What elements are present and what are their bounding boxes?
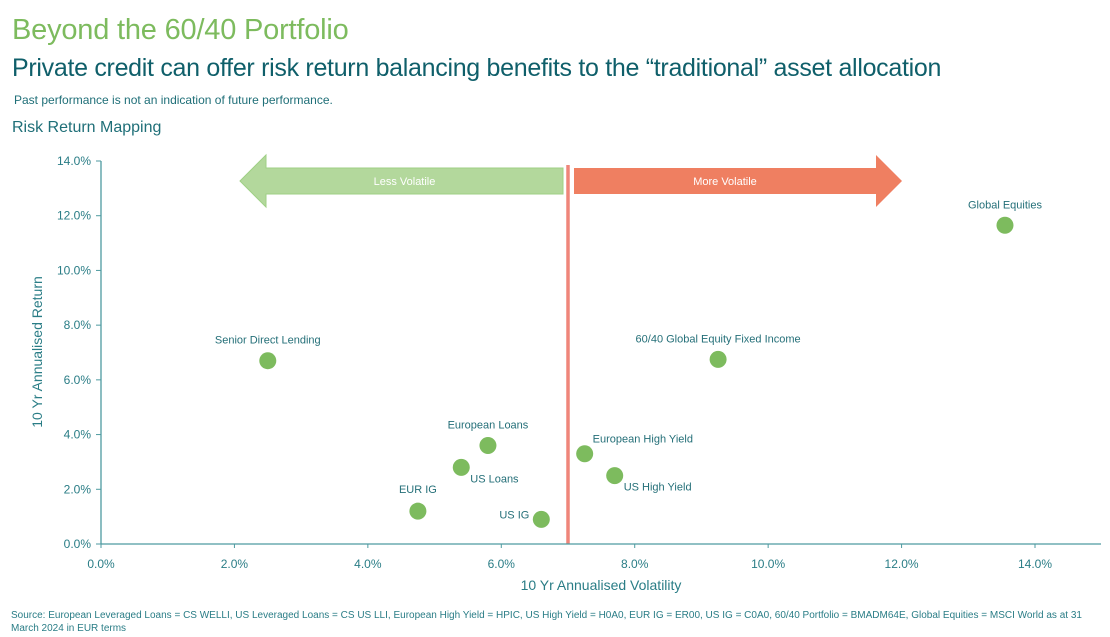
y-tick-label: 14.0% — [57, 154, 91, 168]
data-point: EUR IG — [399, 484, 437, 520]
x-tick-label: 10.0% — [751, 557, 785, 571]
source-note: Source: European Leveraged Loans = CS WE… — [11, 610, 1082, 634]
data-point-label: EUR IG — [399, 484, 437, 496]
y-tick-label: 10.0% — [57, 263, 91, 277]
data-point-label: US Loans — [470, 473, 519, 485]
x-tick-label: 4.0% — [354, 557, 382, 571]
x-tick-label: 14.0% — [1018, 557, 1052, 571]
data-point: European Loans — [448, 420, 529, 455]
chart-heading: Risk Return Mapping — [12, 119, 162, 136]
data-point-marker — [479, 437, 497, 455]
x-tick-label: 2.0% — [221, 557, 249, 571]
y-tick-label: 2.0% — [64, 482, 92, 496]
y-tick-label: 8.0% — [64, 318, 92, 332]
data-point-marker — [709, 350, 727, 368]
less-volatile-arrow — [239, 153, 564, 209]
data-point-label: 60/40 Global Equity Fixed Income — [636, 333, 801, 345]
more-volatile-label: More Volatile — [693, 176, 757, 188]
y-tick-label: 6.0% — [64, 373, 92, 387]
page-subtitle: Private credit can offer risk return bal… — [12, 54, 942, 82]
data-point-marker — [576, 445, 594, 463]
x-tick-label: 6.0% — [488, 557, 516, 571]
data-points: Senior Direct Lending EUR IG US Loans Europ… — [215, 199, 1042, 528]
data-point: US High Yield — [606, 467, 692, 494]
data-point: European High Yield — [576, 434, 693, 463]
disclaimer: Past performance is not an indication of… — [14, 93, 333, 107]
y-tick-label: 4.0% — [64, 428, 92, 442]
axes — [100, 161, 1101, 545]
data-point-marker — [606, 467, 624, 485]
data-point: US IG — [499, 509, 550, 528]
x-ticks: 0.0% 2.0% 4.0% 6.0% 8.0% 10.0% 12.0% 14.0% — [87, 544, 1052, 571]
data-point-label: US High Yield — [624, 482, 692, 494]
x-tick-label: 0.0% — [87, 557, 115, 571]
data-point-label: European High Yield — [593, 434, 693, 446]
x-axis-title: 10 Yr Annualised Volatility — [521, 577, 682, 593]
y-tick-label: 0.0% — [64, 537, 92, 551]
y-ticks: 0.0% 2.0% 4.0% 6.0% 8.0% 10.0% 12.0% 14.0% — [57, 154, 101, 551]
data-point-label: US IG — [499, 509, 529, 521]
more-volatile-arrow — [574, 155, 902, 207]
data-point-marker — [409, 502, 427, 520]
page-title: Beyond the 60/40 Portfolio — [12, 14, 349, 46]
y-tick-label: 12.0% — [57, 209, 91, 223]
data-point-marker — [532, 510, 550, 528]
data-point: 60/40 Global Equity Fixed Income — [636, 333, 801, 368]
data-point-label: Global Equities — [968, 199, 1042, 211]
less-volatile-label: Less Volatile — [374, 176, 436, 188]
data-point: Global Equities — [968, 199, 1042, 234]
data-point: Senior Direct Lending — [215, 335, 321, 370]
x-tick-label: 8.0% — [621, 557, 649, 571]
data-point-marker — [452, 458, 470, 476]
data-point-label: Senior Direct Lending — [215, 335, 321, 347]
data-point-label: European Loans — [448, 420, 529, 432]
data-point-marker — [996, 216, 1014, 234]
data-point: US Loans — [452, 458, 519, 485]
volatility-arrows: Less Volatile More Volatile — [239, 153, 902, 209]
data-point-marker — [259, 352, 277, 370]
y-axis-title: 10 Yr Annualised Return — [29, 276, 45, 428]
x-tick-label: 12.0% — [885, 557, 919, 571]
